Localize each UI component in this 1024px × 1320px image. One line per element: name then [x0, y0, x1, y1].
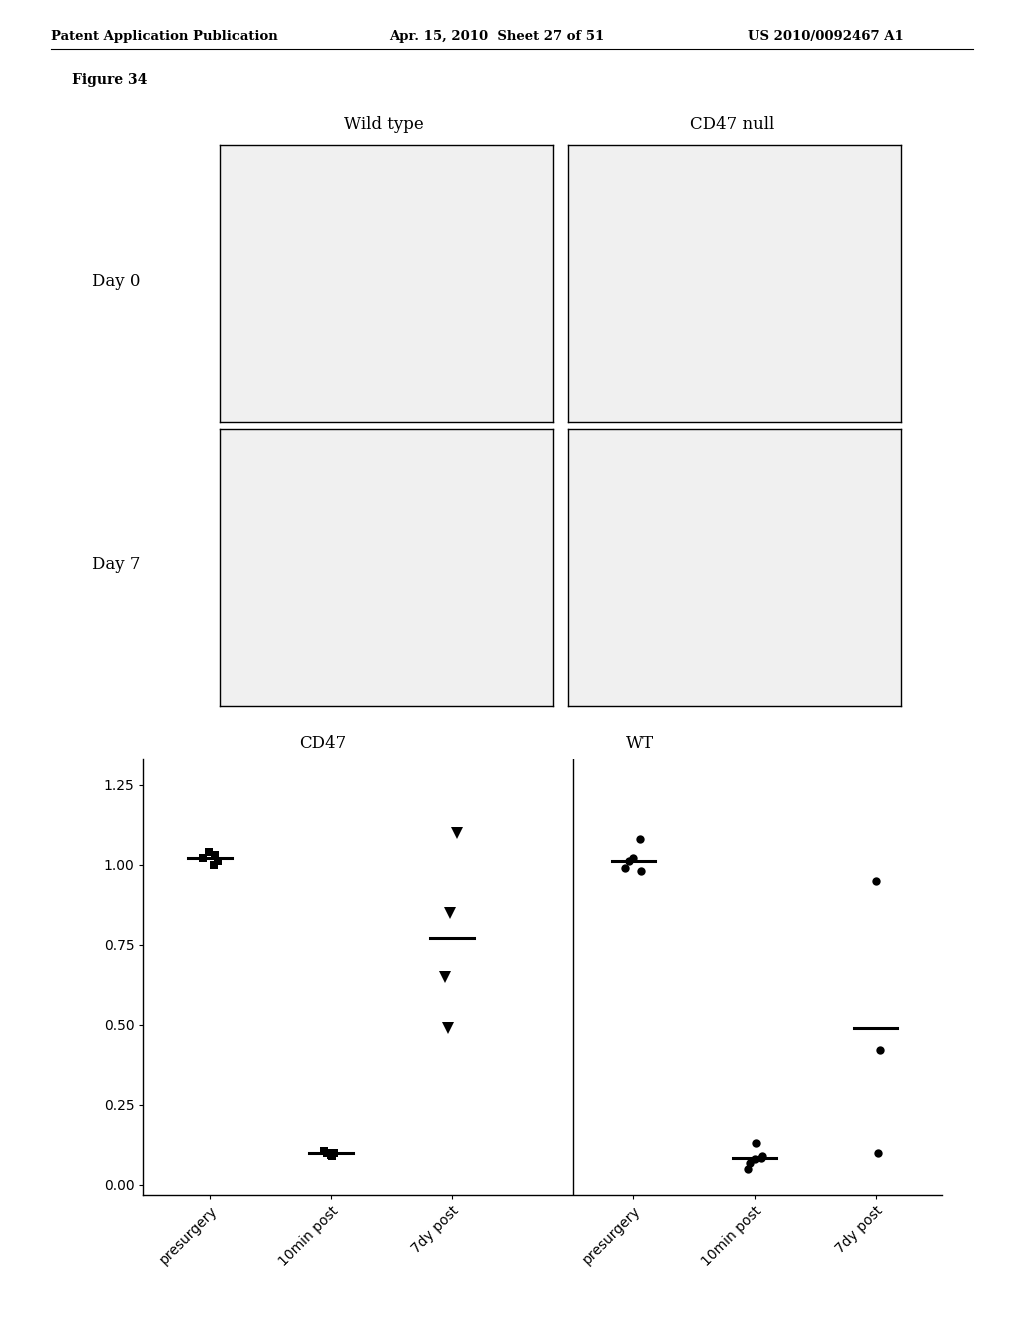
- Text: Patent Application Publication: Patent Application Publication: [51, 30, 278, 44]
- Text: WT: WT: [626, 735, 654, 752]
- Text: Apr. 15, 2010  Sheet 27 of 51: Apr. 15, 2010 Sheet 27 of 51: [389, 30, 604, 44]
- Text: Day 7: Day 7: [92, 557, 140, 573]
- Text: Figure 34: Figure 34: [72, 73, 147, 87]
- Text: US 2010/0092467 A1: US 2010/0092467 A1: [748, 30, 903, 44]
- Text: CD47: CD47: [299, 735, 346, 752]
- Text: CD47 null: CD47 null: [690, 116, 774, 133]
- Text: Wild type: Wild type: [344, 116, 424, 133]
- Text: Day 0: Day 0: [92, 273, 140, 289]
